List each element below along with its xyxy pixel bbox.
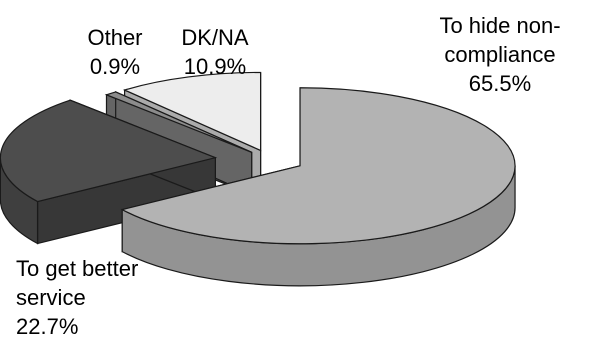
slice-value: 10.9% — [184, 54, 246, 79]
pie-slice — [0, 99, 218, 245]
slice-label-line: To hide non- — [439, 13, 560, 38]
pie-slice-top — [0, 99, 218, 203]
slice-value: 65.5% — [469, 71, 531, 96]
pie-slices — [0, 71, 516, 287]
slice-value: 22.7% — [16, 314, 78, 338]
slice-label: Other 0.9% — [87, 25, 142, 79]
slice-label-line: Other — [87, 25, 142, 50]
slice-label: To hide non-compliance 65.5% — [439, 13, 560, 96]
pie-slice-top — [122, 71, 262, 152]
pie-slice-top — [104, 91, 252, 153]
slice-label: DK/NA 10.9% — [181, 25, 249, 79]
slice-label-line: service — [16, 285, 86, 310]
pie-labels: To hide non-compliance 65.5% To get better… — [16, 13, 561, 338]
slice-label-line: compliance — [444, 42, 555, 67]
slice-label-line: To get better — [16, 256, 138, 281]
slice-value: 0.9% — [90, 54, 140, 79]
pie-slice-top — [120, 87, 516, 245]
slice-label: To get better service 22.7% — [16, 256, 138, 338]
pie-slice — [120, 87, 516, 287]
slice-label-line: DK/NA — [181, 25, 249, 50]
